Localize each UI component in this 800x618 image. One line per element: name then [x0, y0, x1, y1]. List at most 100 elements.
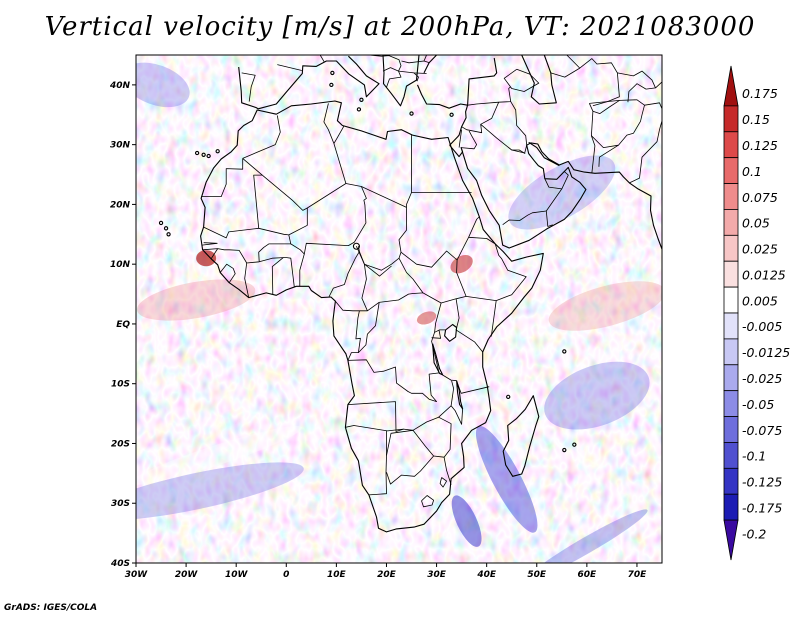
country-border: [438, 405, 463, 425]
country-border: [386, 429, 434, 485]
colorbar-swatch: [723, 105, 739, 133]
madagascar-coastline: [502, 395, 540, 477]
colorbar-label: -0.025: [742, 371, 782, 386]
colorbar-label: -0.175: [742, 500, 782, 515]
country-border: [244, 257, 284, 298]
arabia-coastline: [449, 142, 662, 250]
country-border: [356, 135, 412, 271]
country-border: [202, 248, 248, 264]
colorbar-swatch: [723, 260, 739, 288]
field-feature: [451, 495, 482, 547]
country-border: [288, 183, 367, 255]
country-border: [400, 250, 458, 268]
country-border: [258, 174, 308, 236]
country-border: [544, 171, 569, 190]
colorbar-swatch: [723, 416, 739, 443]
colorbar-label: -0.075: [742, 423, 782, 438]
anatolia-coastline: [416, 57, 498, 109]
country-border: [655, 81, 662, 89]
colorbar-label: -0.0125: [742, 345, 790, 360]
island: [359, 97, 364, 102]
country-border: [341, 346, 347, 355]
colorbar-label: 0.05: [742, 216, 770, 231]
lon-tick-label: 0: [283, 570, 289, 580]
country-border: [299, 253, 305, 287]
field-feature: [136, 62, 190, 108]
lon-axis: 30W 20W 10W 0 10E 20E 30E 40E 50E 60E 70E: [125, 563, 647, 580]
colorbar-label: 0.075: [742, 190, 778, 205]
island: [163, 226, 169, 231]
country-border: [242, 115, 281, 159]
lat-tick-label: 30S: [111, 499, 130, 509]
caspian-coastline: [521, 55, 557, 105]
lon-tick-label: 20E: [377, 570, 397, 580]
velocity-field: [136, 55, 662, 563]
island: [201, 152, 206, 157]
lon-tick-label: 50E: [527, 570, 547, 580]
country-border: [319, 55, 402, 88]
island: [356, 107, 362, 112]
chart-title: Vertical velocity [m/s] at 200hPa, VT: 2…: [44, 12, 756, 42]
colorbar-swatch: [723, 364, 739, 392]
country-border: [467, 86, 512, 106]
colorbar-label: 0.0125: [742, 267, 786, 282]
colorbar-label: 0.025: [742, 242, 778, 257]
colorbar-label: 0.15: [742, 112, 770, 127]
colorbar-swatch: [723, 442, 739, 469]
colorbar-swatch: [723, 131, 739, 159]
field-feature: [136, 279, 256, 321]
colorbar: 0.175 0.15 0.125 0.1 0.075 0.05 0.025 0.0125 0.0…: [723, 65, 790, 561]
field-feature: [475, 425, 538, 533]
plot-frame: [135, 54, 663, 564]
colorbar-bottom-arrow: [723, 519, 739, 561]
country-border: [550, 58, 620, 107]
country-border: [277, 64, 302, 71]
country-border: [490, 300, 497, 337]
lat-tick-label: 40N: [109, 81, 131, 91]
field-feature: [136, 462, 304, 521]
island: [329, 82, 334, 88]
country-border: [202, 242, 218, 246]
country-border: [347, 401, 414, 432]
country-border: [511, 149, 526, 154]
field-feature: [548, 281, 662, 331]
lake-victoria: [444, 323, 458, 342]
country-border: [210, 248, 219, 260]
lon-tick-label: 20W: [175, 570, 199, 580]
lon-tick-label: 10W: [225, 570, 249, 580]
island: [330, 70, 335, 76]
europe-coastline: [238, 55, 380, 110]
country-border: [401, 60, 430, 64]
country-border: [258, 243, 291, 262]
island: [562, 447, 567, 453]
country-border: [423, 55, 428, 62]
country-border: [364, 263, 392, 277]
gulf-coastline: [528, 141, 560, 167]
country-border: [323, 103, 335, 144]
country-border: [461, 130, 477, 150]
field-feature: [416, 311, 437, 325]
coastlines: [158, 55, 662, 533]
country-border: [502, 210, 547, 226]
colorbar-swatch: [723, 286, 739, 314]
colorbar-swatch: [723, 157, 739, 184]
country-border: [592, 100, 620, 114]
country-border: [461, 123, 528, 154]
colorbar-swatch: [723, 209, 739, 236]
country-border: [598, 144, 619, 167]
colorbar-swatch: [723, 390, 739, 417]
field-feature: [136, 426, 302, 485]
lat-tick-label: 10S: [111, 380, 130, 390]
country-border: [347, 292, 424, 361]
colorbar-label: 0.1: [742, 164, 762, 179]
balkans-coastline: [382, 55, 420, 107]
field-feature: [544, 361, 650, 430]
lat-axis: 40N 30N 20N 10N EQ 10S 20S 30S 40S: [109, 81, 136, 569]
lon-tick-label: 40E: [476, 570, 497, 580]
colorbar-label: 0.125: [742, 138, 778, 153]
island: [506, 394, 511, 400]
lat-tick-label: 40S: [110, 559, 130, 569]
colorbar-label: -0.2: [742, 526, 766, 541]
field-feature: [508, 155, 616, 230]
